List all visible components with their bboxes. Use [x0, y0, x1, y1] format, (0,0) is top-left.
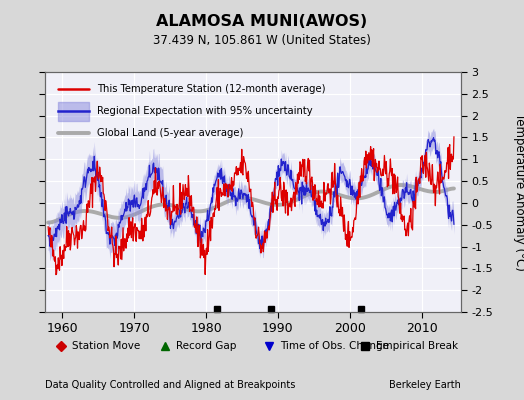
- Text: Record Gap: Record Gap: [176, 341, 236, 351]
- Text: 37.439 N, 105.861 W (United States): 37.439 N, 105.861 W (United States): [153, 34, 371, 47]
- Text: Empirical Break: Empirical Break: [376, 341, 458, 351]
- Text: ALAMOSA MUNI(AWOS): ALAMOSA MUNI(AWOS): [156, 14, 368, 29]
- Text: Berkeley Earth: Berkeley Earth: [389, 380, 461, 390]
- Text: Global Land (5-year average): Global Land (5-year average): [97, 128, 243, 138]
- Text: Data Quality Controlled and Aligned at Breakpoints: Data Quality Controlled and Aligned at B…: [45, 380, 295, 390]
- Y-axis label: Temperature Anomaly (°C): Temperature Anomaly (°C): [512, 113, 524, 271]
- Text: Regional Expectation with 95% uncertainty: Regional Expectation with 95% uncertaint…: [97, 106, 312, 116]
- Text: Station Move: Station Move: [72, 341, 140, 351]
- Text: This Temperature Station (12-month average): This Temperature Station (12-month avera…: [97, 84, 325, 94]
- Text: Time of Obs. Change: Time of Obs. Change: [280, 341, 389, 351]
